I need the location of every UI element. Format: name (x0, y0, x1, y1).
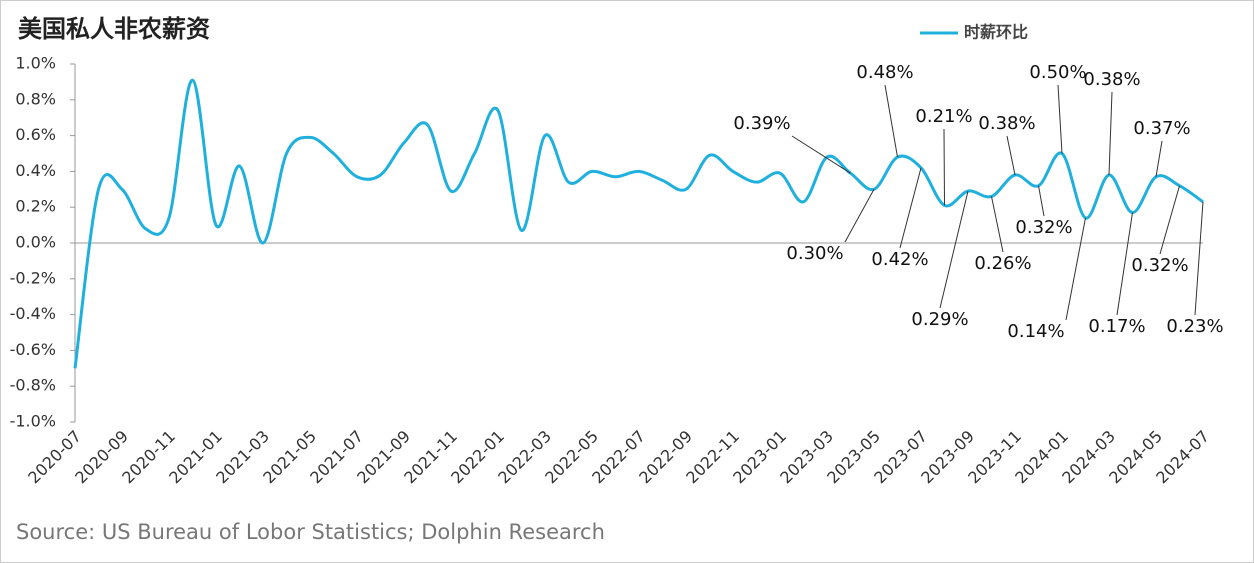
data-line (73, 78, 1204, 369)
y-tick-label: -0.6% (10, 340, 56, 359)
source-note: Source: US Bureau of Lobor Statistics; D… (16, 520, 605, 544)
leader-line (1065, 217, 1086, 321)
y-tick-label: 1.0% (15, 54, 56, 73)
data-label: 0.37% (1133, 118, 1190, 139)
data-label: 0.30% (786, 243, 843, 264)
data-label: 0.21% (915, 106, 972, 127)
leader-line (1116, 212, 1133, 316)
y-tick-label: -1.0% (10, 412, 56, 431)
data-label: 0.39% (733, 113, 790, 134)
data-label: 0.23% (1166, 316, 1223, 337)
y-tick-label: 0.4% (15, 161, 56, 180)
y-tick-label: -0.2% (10, 268, 56, 287)
data-label: 0.17% (1088, 316, 1145, 337)
y-tick-label: 0.2% (15, 197, 56, 216)
y-tick-label: 0.8% (15, 89, 56, 108)
leader-line (1155, 140, 1163, 177)
leader-line (939, 190, 969, 309)
data-label: 0.38% (978, 113, 1035, 134)
leader-line (1108, 91, 1113, 175)
leader-line (844, 189, 875, 243)
leader-line (899, 167, 922, 249)
leader-line (1159, 185, 1180, 255)
data-label: 0.14% (1007, 321, 1064, 342)
data-label: 0.48% (856, 62, 913, 83)
leader-line (791, 135, 851, 174)
data-label: 0.32% (1131, 255, 1188, 276)
chart-title: 美国私人非农薪资 (18, 15, 210, 43)
leader-line (1194, 201, 1204, 316)
leader-line (1057, 84, 1063, 154)
data-label: 0.38% (1083, 69, 1140, 90)
data-label: 0.50% (1029, 62, 1086, 83)
y-tick-label: 0.0% (15, 233, 56, 252)
y-tick-label: 0.6% (15, 125, 56, 144)
leader-line (1038, 185, 1045, 217)
data-label: 0.42% (871, 249, 928, 270)
legend-label: 时薪环比 (964, 23, 1028, 42)
y-tick-label: -0.8% (10, 376, 56, 395)
data-label: 0.26% (974, 253, 1031, 274)
y-tick-label: -0.4% (10, 304, 56, 323)
leader-line (884, 84, 898, 158)
data-label: 0.29% (911, 309, 968, 330)
data-label: 0.32% (1015, 217, 1072, 238)
leader-line (991, 196, 1004, 253)
leader-line (1006, 135, 1016, 176)
leader-line (943, 128, 945, 206)
